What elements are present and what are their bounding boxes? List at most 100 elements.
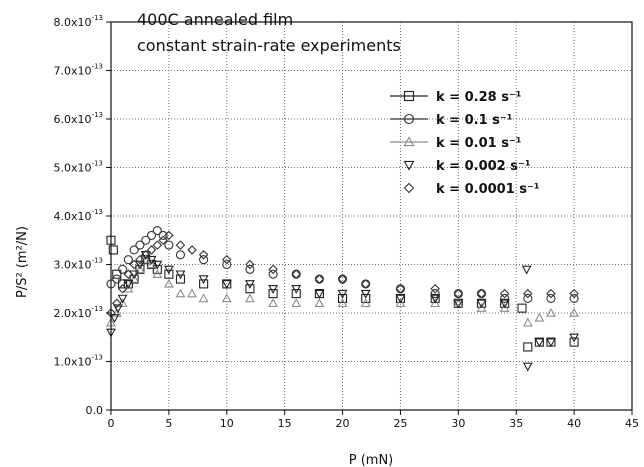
data-point bbox=[499, 303, 510, 312]
x-tick-label: 35 bbox=[509, 417, 523, 430]
data-point bbox=[244, 280, 255, 290]
data-point bbox=[291, 289, 301, 299]
data-point bbox=[314, 274, 325, 284]
data-point bbox=[569, 288, 579, 299]
data-point bbox=[268, 298, 279, 308]
data-point bbox=[337, 298, 348, 308]
data-point bbox=[499, 299, 510, 309]
data-point bbox=[476, 288, 487, 299]
data-point bbox=[522, 362, 533, 372]
legend-marker bbox=[403, 182, 415, 194]
data-point bbox=[129, 273, 140, 283]
data-point bbox=[123, 269, 134, 279]
x-axis-title: P (mN) bbox=[349, 453, 394, 467]
x-tick-label: 10 bbox=[220, 417, 234, 430]
data-point bbox=[198, 250, 209, 260]
data-point bbox=[198, 275, 209, 285]
data-point bbox=[338, 274, 348, 284]
data-point bbox=[338, 293, 348, 304]
data-point bbox=[569, 307, 580, 317]
y-axis-title: P/S² (m²/N) bbox=[15, 226, 30, 298]
chart-subtitle: constant strain-rate experiments bbox=[137, 36, 401, 55]
data-point bbox=[314, 274, 324, 284]
data-point bbox=[152, 240, 163, 250]
legend-marker bbox=[403, 160, 415, 171]
data-point bbox=[175, 250, 186, 260]
data-point bbox=[314, 298, 325, 308]
y-tick-label: 8.0x10-13 bbox=[54, 14, 103, 29]
legend-item: k = 0.01 s⁻¹ bbox=[390, 136, 521, 151]
legend: k = 0.28 s⁻¹ k = 0.1 s⁻¹ k = 0.01 s⁻¹ k = 0… bbox=[390, 90, 540, 197]
data-point bbox=[500, 293, 510, 304]
x-tick-label: 45 bbox=[625, 417, 639, 430]
data-point bbox=[112, 298, 122, 309]
data-point bbox=[569, 333, 580, 343]
x-tick-label: 25 bbox=[393, 417, 407, 430]
x-tick-label: 40 bbox=[567, 417, 581, 430]
y-tick-label: 4.0x10-13 bbox=[54, 208, 103, 223]
data-point bbox=[199, 279, 209, 289]
data-point bbox=[244, 293, 255, 303]
data-point bbox=[291, 269, 302, 279]
data-point bbox=[361, 293, 371, 304]
data-point bbox=[268, 269, 278, 279]
data-point bbox=[113, 304, 123, 314]
data-point bbox=[291, 284, 302, 294]
data-point bbox=[430, 289, 440, 299]
data-point bbox=[123, 255, 133, 265]
grid-lines bbox=[111, 22, 632, 410]
data-point bbox=[245, 259, 255, 270]
y-tick-label: 1.0x10-13 bbox=[54, 354, 103, 369]
legend-marker bbox=[403, 113, 415, 125]
data-point bbox=[129, 245, 139, 255]
data-point bbox=[476, 299, 487, 309]
data-point bbox=[199, 255, 209, 265]
x-tick-label: 15 bbox=[278, 417, 292, 430]
data-point bbox=[118, 264, 128, 274]
data-point bbox=[112, 269, 122, 279]
data-point bbox=[453, 299, 464, 309]
data-point bbox=[164, 230, 174, 241]
data-point bbox=[129, 259, 139, 270]
data-point bbox=[523, 288, 533, 299]
data-point bbox=[453, 289, 463, 299]
data-point bbox=[163, 278, 174, 288]
data-point bbox=[158, 235, 168, 246]
data-point bbox=[360, 289, 371, 299]
data-point bbox=[175, 274, 186, 284]
chart-title: 400C annealed film bbox=[137, 10, 293, 29]
data-point bbox=[291, 269, 301, 279]
y-tick-label: 3.0x10-13 bbox=[54, 257, 103, 272]
data-point bbox=[146, 230, 157, 240]
x-tick-labels: 0 5 10 15 20 25 30 35 40 45 bbox=[108, 417, 640, 430]
y-tick-label: 6.0x10-13 bbox=[54, 111, 103, 126]
data-point bbox=[534, 312, 545, 322]
y-tick-label: 2.0x10-13 bbox=[54, 305, 103, 320]
data-point bbox=[158, 230, 168, 240]
data-point bbox=[314, 289, 325, 299]
y-tick-label: 7.0x10-13 bbox=[54, 63, 103, 78]
y-tick-label: 5.0x10-13 bbox=[54, 160, 103, 175]
x-tick-label: 5 bbox=[165, 417, 172, 430]
data-point bbox=[522, 317, 533, 327]
data-point bbox=[476, 289, 487, 299]
legend-label: k = 0.002 s⁻¹ bbox=[436, 159, 531, 174]
data-point bbox=[198, 293, 209, 303]
data-point bbox=[430, 298, 441, 308]
data-point bbox=[152, 226, 162, 236]
legend-label: k = 0.28 s⁻¹ bbox=[436, 90, 521, 105]
legend-marker bbox=[403, 136, 415, 147]
data-point bbox=[268, 289, 278, 299]
data-point bbox=[123, 280, 134, 290]
data-point bbox=[135, 254, 145, 265]
data-point bbox=[337, 289, 348, 299]
legend-label: k = 0.01 s⁻¹ bbox=[436, 136, 521, 151]
data-point bbox=[163, 265, 174, 275]
data-point bbox=[146, 245, 157, 255]
series-4 bbox=[106, 251, 580, 372]
data-point bbox=[546, 307, 556, 317]
data-point bbox=[117, 294, 128, 304]
data-point bbox=[453, 288, 464, 299]
data-point bbox=[268, 284, 279, 294]
